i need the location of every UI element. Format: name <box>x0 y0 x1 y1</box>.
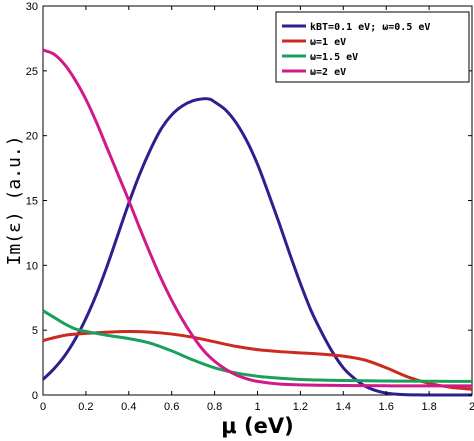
x-tick-label: 1.4 <box>336 401 351 413</box>
x-tick-label: 1.6 <box>379 401 394 413</box>
legend-label-2: ω=1 eV <box>310 37 346 48</box>
y-tick-label: 0 <box>32 390 38 402</box>
y-tick-label: 25 <box>26 66 38 78</box>
x-tick-label: 0.6 <box>164 401 179 413</box>
legend-label-1: kBT=0.1 eV; ω=0.5 eV <box>310 22 430 33</box>
legend-box <box>275 11 470 83</box>
legend-label-3: ω=1.5 eV <box>310 52 358 63</box>
y-tick-label: 5 <box>32 325 38 337</box>
series-lines <box>41 48 473 397</box>
x-tick-label: 1.8 <box>421 401 436 413</box>
series-line-2 <box>42 329 473 391</box>
series-line-1 <box>41 97 472 397</box>
series-line-4 <box>42 48 472 388</box>
y-tick-label: 10 <box>26 260 38 272</box>
y-axis-title: Im(ε) (a.u.) <box>4 135 25 265</box>
x-tick-label: 1.2 <box>293 401 308 413</box>
legend: kBT=0.1 eV; ω=0.5 eV ω=1 eV ω=1.5 eV ω=2 eV <box>275 11 470 83</box>
x-tick-label: 2 <box>469 401 474 413</box>
x-tick-label: 0.4 <box>121 401 136 413</box>
y-tick-label: 30 <box>26 1 38 13</box>
x-tick-label: 0 <box>40 401 46 413</box>
x-axis-title: μ (eV) <box>221 414 293 438</box>
y-tick-label: 15 <box>26 196 38 208</box>
series-line-3 <box>42 309 473 383</box>
legend-label-4: ω=2 eV <box>310 67 346 78</box>
x-tick-label: 1 <box>254 401 260 413</box>
x-tick-label: 0.2 <box>78 401 93 413</box>
y-tick-label: 20 <box>26 131 38 143</box>
x-tick-label: 0.8 <box>207 401 222 413</box>
